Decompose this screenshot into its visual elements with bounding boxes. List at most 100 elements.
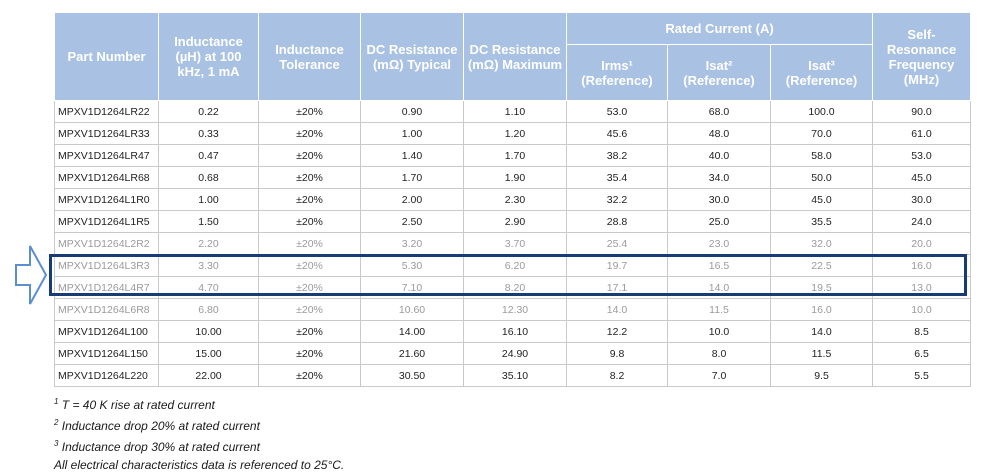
cell-isat-20: 25.0 xyxy=(667,210,771,233)
spec-table: Part Number Inductance (µH) at 100 kHz, … xyxy=(54,12,971,387)
cell-part-number: MPXV1D1264L220 xyxy=(54,364,159,387)
cell-isat-30: 50.0 xyxy=(770,166,873,189)
cell-srf: 61.0 xyxy=(872,122,971,145)
header-srf: Self-Resonance Frequency (MHz) xyxy=(872,12,971,101)
cell-dcr-typical: 14.00 xyxy=(360,320,464,343)
cell-isat-20: 34.0 xyxy=(667,166,771,189)
cell-tolerance: ±20% xyxy=(258,320,361,343)
cell-dcr-typical: 1.40 xyxy=(360,144,464,167)
cell-dcr-typical: 30.50 xyxy=(360,364,464,387)
cell-inductance: 1.00 xyxy=(158,188,259,211)
cell-isat-30: 9.5 xyxy=(770,364,873,387)
cell-dcr-maximum: 2.30 xyxy=(463,188,567,211)
footnote-2: 2 Inductance drop 20% at rated current xyxy=(54,418,260,433)
cell-tolerance: ±20% xyxy=(258,144,361,167)
table-row: MPXV1D1264L3R3 3.30 ±20% 5.30 6.20 19.7 16.5 22… xyxy=(54,254,971,277)
cell-tolerance: ±20% xyxy=(258,166,361,189)
cell-tolerance: ±20% xyxy=(258,298,361,321)
cell-tolerance: ±20% xyxy=(258,100,361,123)
header-inductance: Inductance (µH) at 100 kHz, 1 mA xyxy=(158,12,259,101)
table-row: MPXV1D1264L150 15.00 ±20% 21.60 24.90 9.8 8.0 1… xyxy=(54,342,971,365)
cell-isat-30: 32.0 xyxy=(770,232,873,255)
cell-dcr-typical: 21.60 xyxy=(360,342,464,365)
cell-dcr-maximum: 2.90 xyxy=(463,210,567,233)
footnote-1: 1 T = 40 K rise at rated current xyxy=(54,397,215,412)
cell-tolerance: ±20% xyxy=(258,122,361,145)
header-dcr-maximum: DC Resistance (mΩ) Maximum xyxy=(463,12,567,101)
cell-part-number: MPXV1D1264LR47 xyxy=(54,144,159,167)
cell-isat-30: 35.5 xyxy=(770,210,873,233)
cell-dcr-maximum: 24.90 xyxy=(463,342,567,365)
header-rated-current: Rated Current (A) xyxy=(566,12,873,45)
header-part-number: Part Number xyxy=(54,12,159,101)
cell-irms: 14.0 xyxy=(566,298,668,321)
cell-dcr-maximum: 1.90 xyxy=(463,166,567,189)
cell-srf: 90.0 xyxy=(872,100,971,123)
cell-tolerance: ±20% xyxy=(258,188,361,211)
cell-inductance: 0.33 xyxy=(158,122,259,145)
footnote-3: 3 Inductance drop 30% at rated current xyxy=(54,439,260,454)
cell-inductance: 10.00 xyxy=(158,320,259,343)
table-row: MPXV1D1264LR68 0.68 ±20% 1.70 1.90 35.4 34.0 50… xyxy=(54,166,971,189)
header-tolerance: Inductance Tolerance xyxy=(258,12,361,101)
header-isat-20: Isat² (Reference) xyxy=(667,44,771,101)
cell-dcr-maximum: 35.10 xyxy=(463,364,567,387)
cell-isat-30: 45.0 xyxy=(770,188,873,211)
cell-irms: 12.2 xyxy=(566,320,668,343)
cell-isat-20: 11.5 xyxy=(667,298,771,321)
cell-inductance: 22.00 xyxy=(158,364,259,387)
header-irms: Irms¹ (Reference) xyxy=(566,44,668,101)
cell-irms: 45.6 xyxy=(566,122,668,145)
cell-isat-30: 58.0 xyxy=(770,144,873,167)
cell-isat-30: 70.0 xyxy=(770,122,873,145)
cell-part-number: MPXV1D1264L1R0 xyxy=(54,188,159,211)
cell-isat-20: 48.0 xyxy=(667,122,771,145)
header-dcr-typical: DC Resistance (mΩ) Typical xyxy=(360,12,464,101)
cell-part-number: MPXV1D1264LR22 xyxy=(54,100,159,123)
cell-tolerance: ±20% xyxy=(258,210,361,233)
cell-dcr-maximum: 1.70 xyxy=(463,144,567,167)
arrow-right-icon xyxy=(15,245,48,305)
cell-isat-20: 23.0 xyxy=(667,232,771,255)
table-row: MPXV1D1264LR33 0.33 ±20% 1.00 1.20 45.6 48.0 70… xyxy=(54,122,971,145)
cell-tolerance: ±20% xyxy=(258,342,361,365)
cell-isat-20: 30.0 xyxy=(667,188,771,211)
cell-inductance: 2.20 xyxy=(158,232,259,255)
cell-irms: 8.2 xyxy=(566,364,668,387)
cell-irms: 25.4 xyxy=(566,232,668,255)
cell-srf: 20.0 xyxy=(872,232,971,255)
cell-srf: 45.0 xyxy=(872,166,971,189)
cell-irms: 9.8 xyxy=(566,342,668,365)
cell-dcr-maximum: 3.70 xyxy=(463,232,567,255)
cell-dcr-typical: 10.60 xyxy=(360,298,464,321)
cell-tolerance: ±20% xyxy=(258,232,361,255)
cell-dcr-typical: 3.20 xyxy=(360,232,464,255)
cell-srf: 24.0 xyxy=(872,210,971,233)
cell-srf: 53.0 xyxy=(872,144,971,167)
cell-dcr-typical: 0.90 xyxy=(360,100,464,123)
cell-srf: 6.5 xyxy=(872,342,971,365)
cell-dcr-maximum: 1.20 xyxy=(463,122,567,145)
cell-srf: 10.0 xyxy=(872,298,971,321)
table-row: MPXV1D1264LR22 0.22 ±20% 0.90 1.10 53.0 68.0 10… xyxy=(54,100,971,123)
cell-isat-30: 14.0 xyxy=(770,320,873,343)
cell-irms: 32.2 xyxy=(566,188,668,211)
cell-dcr-typical: 2.00 xyxy=(360,188,464,211)
cell-inductance: 1.50 xyxy=(158,210,259,233)
cell-part-number: MPXV1D1264LR33 xyxy=(54,122,159,145)
cell-part-number: MPXV1D1264LR68 xyxy=(54,166,159,189)
cell-part-number: MPXV1D1264L2R2 xyxy=(54,232,159,255)
cell-isat-20: 68.0 xyxy=(667,100,771,123)
header-isat-30: Isat³ (Reference) xyxy=(770,44,873,101)
highlight-box xyxy=(49,254,967,296)
cell-part-number: MPXV1D1264L3R3 xyxy=(54,254,159,277)
cell-dcr-typical: 2.50 xyxy=(360,210,464,233)
table-row: MPXV1D1264L6R8 6.80 ±20% 10.60 12.30 14.0 11.5… xyxy=(54,298,971,321)
cell-isat-30: 16.0 xyxy=(770,298,873,321)
cell-isat-20: 8.0 xyxy=(667,342,771,365)
table-row: MPXV1D1264L100 10.00 ±20% 14.00 16.10 12.2 10.… xyxy=(54,320,971,343)
table-row: MPXV1D1264L1R5 1.50 ±20% 2.50 2.90 28.8 25.0 35… xyxy=(54,210,971,233)
cell-inductance: 0.47 xyxy=(158,144,259,167)
cell-dcr-typical: 1.00 xyxy=(360,122,464,145)
cell-inductance: 0.68 xyxy=(158,166,259,189)
